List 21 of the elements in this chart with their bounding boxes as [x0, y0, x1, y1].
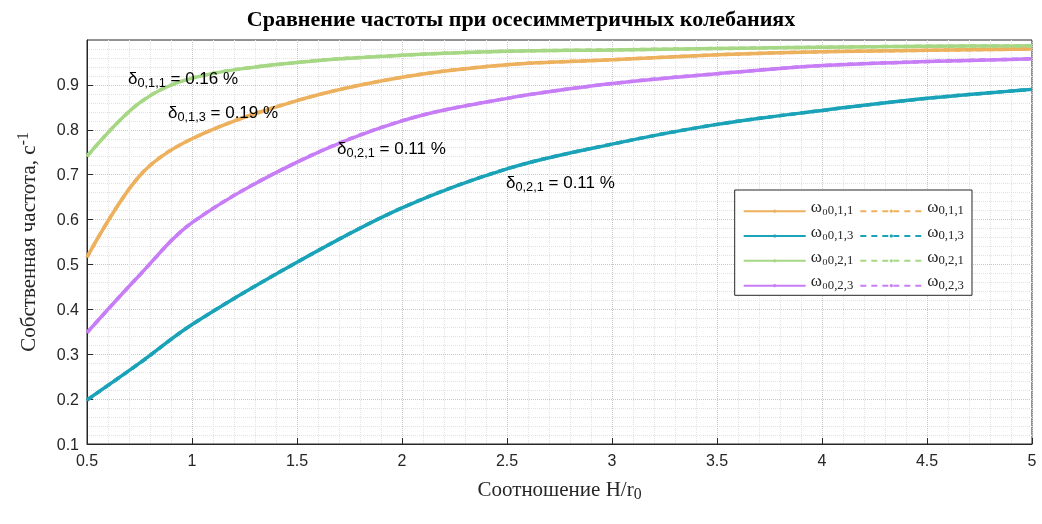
x-tick-label: 3.5 — [705, 451, 729, 469]
y-tick-label: 0.8 — [56, 121, 80, 139]
y-tick-label: 0.9 — [56, 76, 80, 94]
x-tick-label: 3 — [607, 451, 617, 469]
y-tick-label: 0.7 — [56, 166, 80, 184]
y-tick-label: 0.4 — [56, 300, 80, 318]
y-tick-label: 0.1 — [56, 435, 80, 453]
y-axis-title: Собственная частота, с-1 — [14, 132, 40, 352]
x-tick-label: 1.5 — [285, 451, 309, 469]
x-tick-label: 2 — [397, 451, 407, 469]
x-tick-label: 2.5 — [495, 451, 519, 469]
x-tick-label: 4 — [817, 451, 827, 469]
y-tick-label: 0.6 — [56, 211, 80, 229]
x-tick-label: 5 — [1027, 451, 1037, 469]
y-tick-label: 0.5 — [56, 255, 80, 273]
y-tick-label: 0.3 — [56, 345, 80, 363]
y-tick-label: 0.2 — [56, 390, 80, 408]
chart-title: Сравнение частоты при осесимметричных колебаниях — [246, 5, 796, 31]
x-tick-label: 0.5 — [75, 451, 99, 469]
x-tick-label: 4.5 — [915, 451, 939, 469]
x-tick-label: 1 — [187, 451, 197, 469]
